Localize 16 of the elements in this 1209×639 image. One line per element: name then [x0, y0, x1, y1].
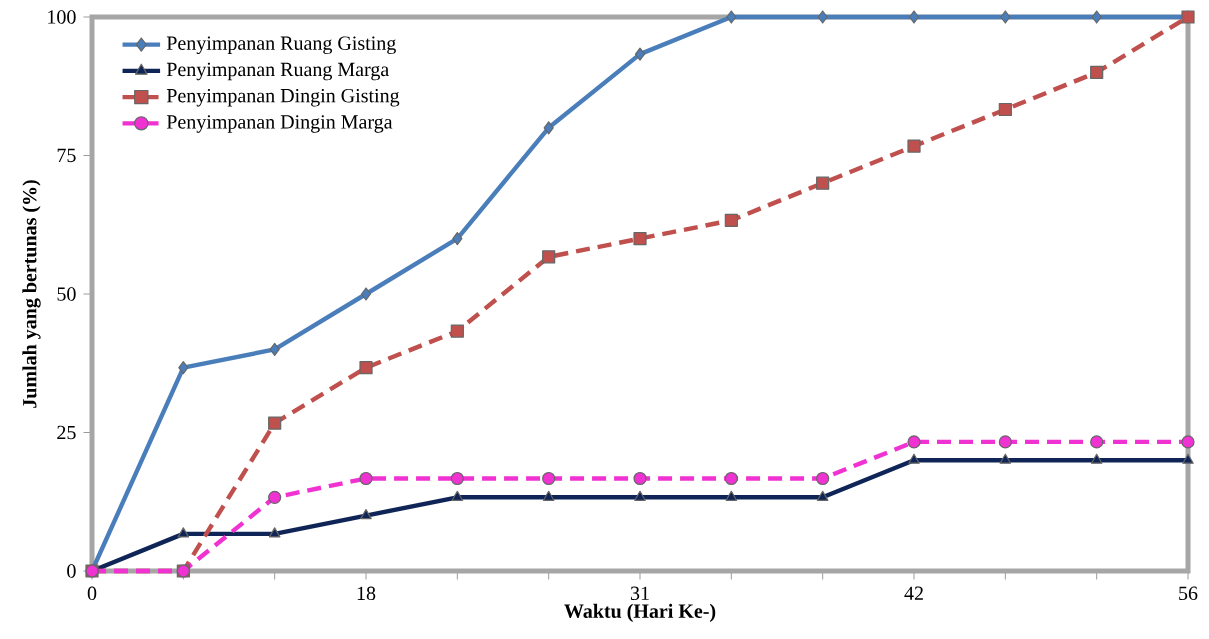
y-tick-label: 0 — [67, 564, 76, 578]
x-tick-label: 42 — [904, 586, 923, 600]
x-tick-label: 31 — [630, 586, 649, 601]
y-tick-label: 75 — [57, 148, 76, 163]
x-axis-title: Waktu (Hari Ke-) — [564, 603, 716, 622]
y-axis-title: Jumlah yang bertunas (%) — [22, 180, 41, 408]
y-tick-label: 50 — [57, 287, 76, 301]
legend-label: Penyimpanan Ruang Gisting — [166, 36, 396, 55]
y-tick-label: 25 — [57, 425, 76, 440]
y-tick-label: 100 — [48, 10, 76, 24]
legend-label: Penyimpanan Dingin Marga — [166, 115, 393, 133]
x-tick-label: 0 — [87, 586, 97, 601]
legend-label: Penyimpanan Dingin Gisting — [166, 88, 400, 107]
x-tick-label: 18 — [357, 586, 376, 601]
x-tick-label: 56 — [1179, 586, 1198, 601]
legend-label: Penyimpanan Ruang Marga — [166, 62, 389, 81]
